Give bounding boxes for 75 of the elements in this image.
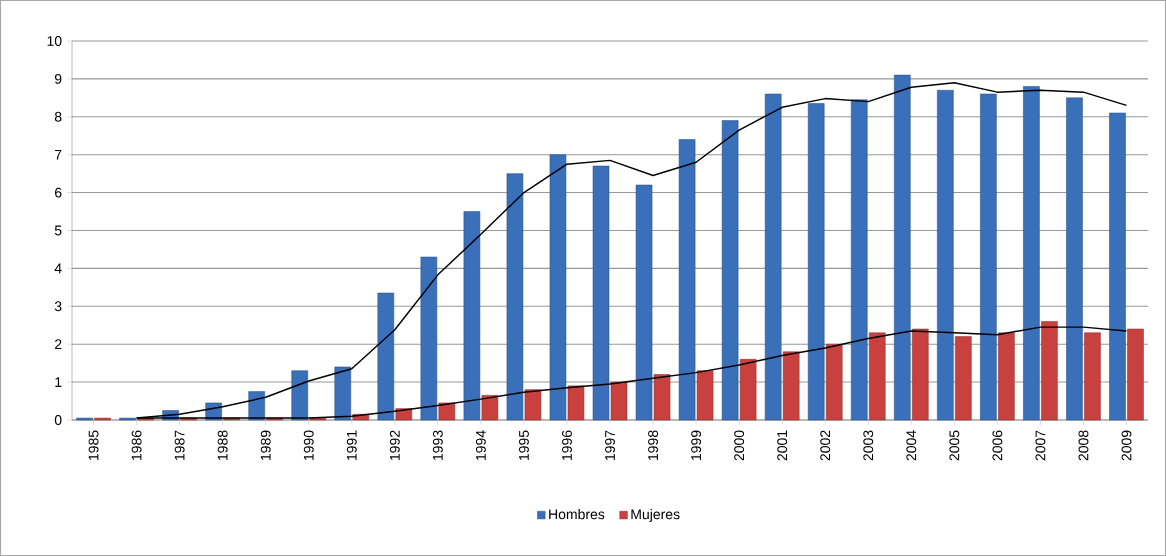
y-tick-label: 0 (54, 415, 62, 425)
y-tick-label: 2 (55, 339, 62, 350)
x-tick-label: 2000 (734, 430, 745, 461)
x-tick-label: 2002 (820, 430, 831, 461)
bar (1041, 321, 1058, 421)
x-tick-label: 1994 (475, 430, 486, 460)
bar (420, 256, 438, 421)
x-tick-label: 1985 (88, 430, 99, 460)
legend-label: Mujeres (631, 508, 680, 523)
bar (463, 211, 481, 421)
bar (678, 139, 696, 421)
x-tick-label: 1988 (217, 430, 228, 460)
bar (481, 395, 499, 421)
bar (696, 370, 714, 421)
bar (807, 103, 825, 421)
x-tick-label: 2006 (992, 430, 1003, 461)
bar (825, 343, 843, 421)
x-tick-label: 1991 (346, 430, 357, 460)
x-tick-label: 1989 (260, 430, 271, 460)
x-tick-label: 2001 (777, 430, 788, 461)
bar (850, 99, 868, 421)
x-tick-label: 2004 (906, 430, 917, 461)
bar (291, 370, 308, 421)
x-tick-label: 2007 (1035, 430, 1046, 461)
bar (721, 120, 739, 421)
y-tick-label: 9 (54, 73, 62, 84)
x-tick-label: 1999 (691, 430, 702, 460)
x-tick-label: 1987 (174, 430, 185, 460)
bar (1066, 97, 1083, 421)
y-tick-label: 8 (54, 111, 62, 122)
bar (549, 154, 567, 421)
x-tick-label: 1998 (648, 430, 659, 460)
bar (894, 74, 911, 421)
bar (567, 385, 585, 421)
x-tick-label: 1986 (131, 430, 142, 460)
bar (998, 332, 1015, 421)
y-tick-label: 5 (54, 225, 62, 236)
x-tick-label: 1990 (303, 430, 314, 460)
bar (635, 184, 653, 421)
y-tick-label: 3 (54, 301, 62, 312)
y-tick-label: 6 (55, 187, 62, 198)
bar (1127, 328, 1144, 421)
bar (764, 93, 782, 421)
x-tick-label: 1995 (518, 430, 529, 460)
x-tick-label: 2005 (949, 430, 960, 461)
bar (782, 351, 800, 421)
bar (524, 389, 542, 421)
bar (980, 93, 997, 421)
bar (334, 366, 352, 421)
bar (868, 332, 886, 421)
x-tick-label: 2003 (863, 430, 874, 461)
bar (955, 336, 972, 421)
bar (1109, 112, 1126, 421)
legend-label: Hombres (549, 508, 605, 520)
bar (912, 328, 929, 421)
bar (377, 292, 395, 421)
y-tick-label: 1 (55, 377, 62, 387)
y-tick-label: 10 (47, 36, 62, 46)
x-tick-label: 2008 (1078, 430, 1089, 461)
bar (1023, 86, 1040, 421)
bar (1084, 332, 1101, 421)
bar (937, 89, 954, 421)
x-tick-label: 1997 (605, 430, 615, 460)
x-tick-label: 2009 (1121, 430, 1132, 461)
x-tick-label: 1993 (432, 430, 443, 460)
bar (610, 381, 628, 421)
y-tick-label: 4 (54, 263, 62, 274)
y-tick-label: 7 (55, 149, 62, 160)
bar (506, 173, 524, 421)
x-tick-label: 1996 (562, 430, 572, 460)
bar (592, 165, 610, 421)
x-tick-label: 1992 (389, 430, 400, 460)
bar (653, 374, 671, 421)
bar (739, 359, 757, 421)
bar (438, 402, 456, 421)
